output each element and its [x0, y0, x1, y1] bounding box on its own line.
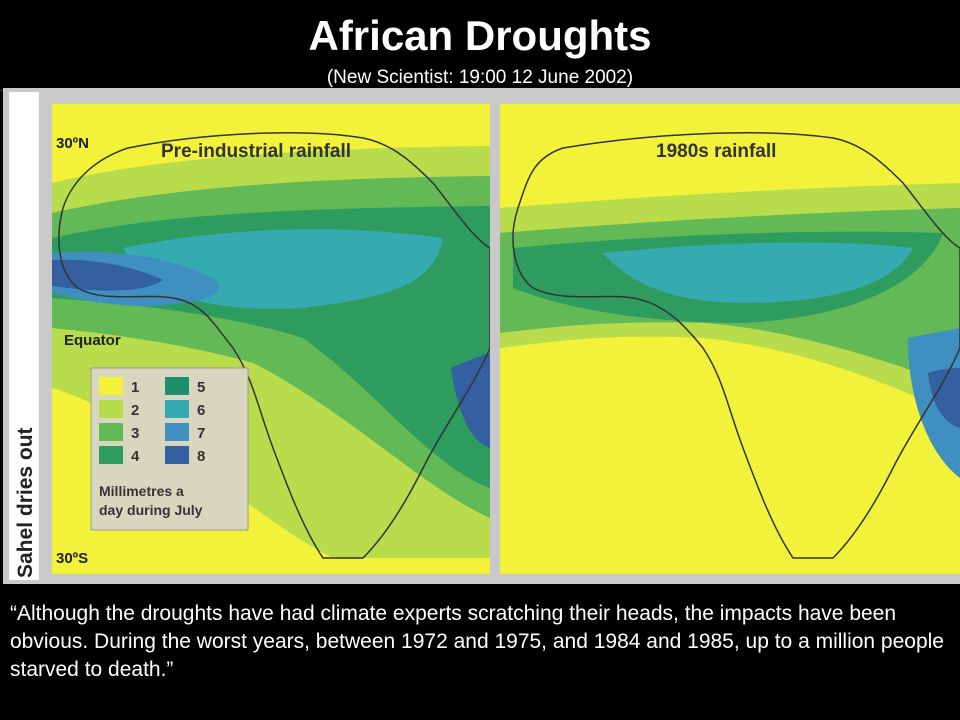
quote-text: “Although the droughts have had climate … [10, 602, 944, 681]
panel-title-1980s: 1980s rainfall [656, 141, 776, 162]
panel-title-preindustrial: Pre-industrial rainfall [161, 141, 351, 162]
legend-caption-line1: Millimetres a [99, 483, 184, 499]
rainfall-maps-svg: Sahel dries out 30ºN Pre-industrial rain… [9, 92, 960, 580]
legend-label-5: 5 [197, 379, 205, 396]
slide-title: African Droughts [308, 12, 652, 59]
map-panel-1980s [500, 104, 960, 574]
map-panel-preindustrial [52, 104, 490, 574]
equator-label: Equator [64, 332, 121, 349]
lat-label-30s: 30ºS [56, 550, 88, 567]
legend-swatch-6 [165, 400, 189, 418]
legend-swatch-1 [99, 377, 123, 395]
africa-outline-left [58, 132, 490, 559]
africa-outline-right [512, 132, 960, 559]
legend-label-1: 1 [131, 379, 139, 396]
slide-subtitle: (New Scientist: 19:00 12 June 2002) [326, 67, 634, 88]
legend-caption-line2: day during July [99, 502, 203, 518]
lat-label-30n: 30ºN [56, 135, 89, 152]
legend-swatch-3 [99, 423, 123, 441]
legend-label-7: 7 [197, 425, 205, 442]
legend-label-3: 3 [131, 425, 139, 442]
panel-divider [490, 104, 500, 574]
side-label-strip [9, 92, 39, 580]
rainfall-figure: Sahel dries out 30ºN Pre-industrial rain… [3, 88, 960, 584]
legend-swatch-7 [165, 423, 189, 441]
rainfall-legend: 1 2 3 4 5 6 7 8 Millimetres a day during July [90, 367, 249, 531]
legend-swatch-5 [165, 377, 189, 395]
side-label: Sahel dries out [14, 427, 37, 578]
legend-label-4: 4 [131, 448, 140, 465]
legend-label-8: 8 [197, 448, 205, 465]
legend-label-6: 6 [197, 402, 205, 419]
legend-swatch-2 [99, 400, 123, 418]
legend-label-2: 2 [131, 402, 139, 419]
legend-swatch-8 [165, 446, 189, 464]
legend-swatch-4 [99, 446, 123, 464]
